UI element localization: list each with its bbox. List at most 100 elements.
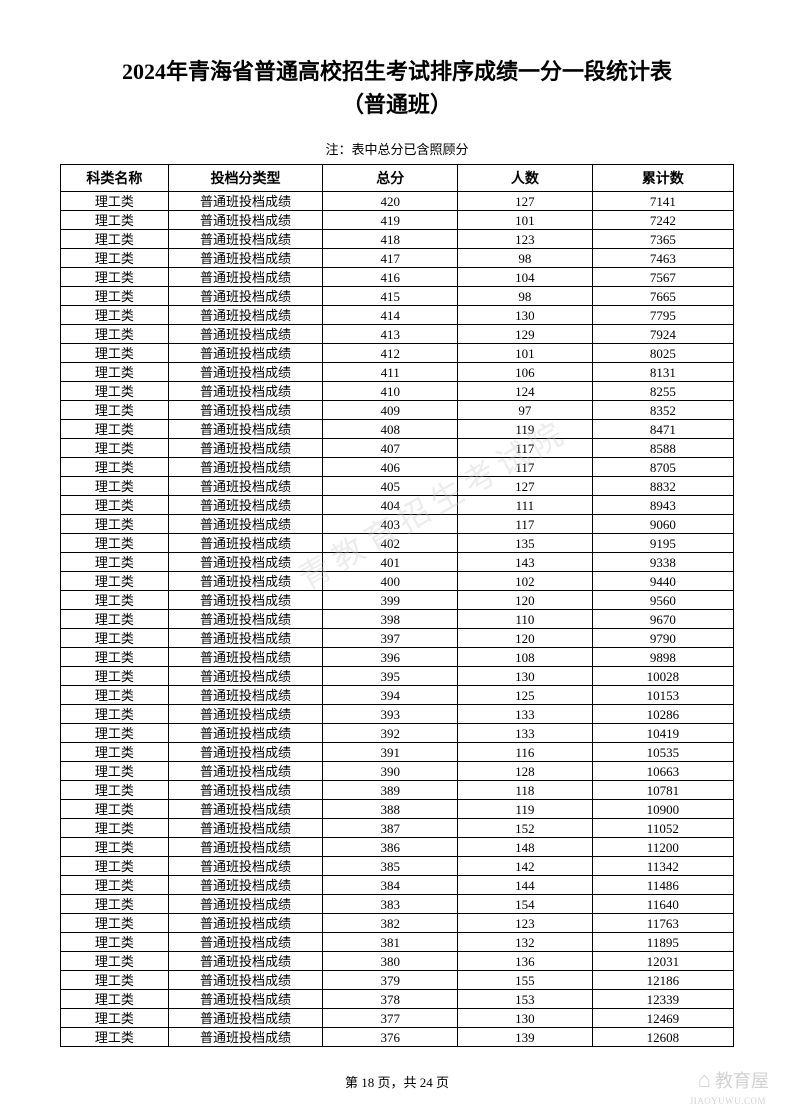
- cell-count: 144: [458, 876, 593, 895]
- cell-category: 理工类: [61, 876, 169, 895]
- cell-category: 理工类: [61, 268, 169, 287]
- cell-count: 98: [458, 249, 593, 268]
- cell-score: 420: [323, 192, 458, 211]
- cell-category: 理工类: [61, 363, 169, 382]
- cell-count: 143: [458, 553, 593, 572]
- cell-type: 普通班投档成绩: [168, 249, 323, 268]
- cell-score: 407: [323, 439, 458, 458]
- cell-type: 普通班投档成绩: [168, 591, 323, 610]
- table-row: 理工类普通班投档成绩4001029440: [61, 572, 734, 591]
- cell-category: 理工类: [61, 629, 169, 648]
- cell-count: 110: [458, 610, 593, 629]
- cell-score: 378: [323, 990, 458, 1009]
- table-row: 理工类普通班投档成绩4111068131: [61, 363, 734, 382]
- table-row: 理工类普通班投档成绩4081198471: [61, 420, 734, 439]
- cell-score: 398: [323, 610, 458, 629]
- cell-cumulative: 8471: [592, 420, 733, 439]
- cell-type: 普通班投档成绩: [168, 876, 323, 895]
- cell-count: 129: [458, 325, 593, 344]
- cell-count: 127: [458, 477, 593, 496]
- cell-score: 401: [323, 553, 458, 572]
- header-type: 投档分类型: [168, 165, 323, 192]
- cell-score: 403: [323, 515, 458, 534]
- cell-category: 理工类: [61, 230, 169, 249]
- cell-type: 普通班投档成绩: [168, 895, 323, 914]
- table-row: 理工类普通班投档成绩39412510153: [61, 686, 734, 705]
- cell-type: 普通班投档成绩: [168, 914, 323, 933]
- cell-cumulative: 7463: [592, 249, 733, 268]
- table-row: 理工类普通班投档成绩38614811200: [61, 838, 734, 857]
- watermark-logo: ⌂ 教育屋: [698, 1067, 769, 1093]
- cell-type: 普通班投档成绩: [168, 477, 323, 496]
- cell-score: 396: [323, 648, 458, 667]
- cell-type: 普通班投档成绩: [168, 724, 323, 743]
- cell-type: 普通班投档成绩: [168, 705, 323, 724]
- cell-category: 理工类: [61, 420, 169, 439]
- cell-category: 理工类: [61, 743, 169, 762]
- cell-type: 普通班投档成绩: [168, 1028, 323, 1047]
- cell-cumulative: 10900: [592, 800, 733, 819]
- table-row: 理工类普通班投档成绩37815312339: [61, 990, 734, 1009]
- cell-cumulative: 9670: [592, 610, 733, 629]
- cell-type: 普通班投档成绩: [168, 211, 323, 230]
- cell-type: 普通班投档成绩: [168, 420, 323, 439]
- header-count: 人数: [458, 165, 593, 192]
- cell-type: 普通班投档成绩: [168, 363, 323, 382]
- cell-cumulative: 9790: [592, 629, 733, 648]
- cell-count: 97: [458, 401, 593, 420]
- cell-type: 普通班投档成绩: [168, 762, 323, 781]
- table-row: 理工类普通班投档成绩39111610535: [61, 743, 734, 762]
- cell-score: 406: [323, 458, 458, 477]
- cell-cumulative: 12469: [592, 1009, 733, 1028]
- cell-cumulative: 7795: [592, 306, 733, 325]
- watermark-url: JIAOYUWU.COM: [690, 1096, 766, 1106]
- cell-score: 377: [323, 1009, 458, 1028]
- table-row: 理工类普通班投档成绩4181237365: [61, 230, 734, 249]
- cell-count: 120: [458, 591, 593, 610]
- cell-type: 普通班投档成绩: [168, 515, 323, 534]
- table-row: 理工类普通班投档成绩4071178588: [61, 439, 734, 458]
- cell-type: 普通班投档成绩: [168, 610, 323, 629]
- cell-type: 普通班投档成绩: [168, 667, 323, 686]
- cell-type: 普通班投档成绩: [168, 971, 323, 990]
- cell-cumulative: 12186: [592, 971, 733, 990]
- cell-cumulative: 10663: [592, 762, 733, 781]
- cell-cumulative: 8131: [592, 363, 733, 382]
- cell-type: 普通班投档成绩: [168, 648, 323, 667]
- cell-type: 普通班投档成绩: [168, 401, 323, 420]
- cell-cumulative: 7924: [592, 325, 733, 344]
- cell-cumulative: 9560: [592, 591, 733, 610]
- cell-score: 384: [323, 876, 458, 895]
- cell-count: 117: [458, 439, 593, 458]
- cell-cumulative: 11763: [592, 914, 733, 933]
- table-row: 理工类普通班投档成绩4191017242: [61, 211, 734, 230]
- cell-count: 130: [458, 1009, 593, 1028]
- cell-count: 130: [458, 306, 593, 325]
- cell-type: 普通班投档成绩: [168, 287, 323, 306]
- cell-type: 普通班投档成绩: [168, 743, 323, 762]
- table-body: 理工类普通班投档成绩4201277141理工类普通班投档成绩4191017242…: [61, 192, 734, 1047]
- cell-category: 理工类: [61, 306, 169, 325]
- cell-type: 普通班投档成绩: [168, 496, 323, 515]
- cell-score: 405: [323, 477, 458, 496]
- cell-cumulative: 7567: [592, 268, 733, 287]
- table-row: 理工类普通班投档成绩3991209560: [61, 591, 734, 610]
- cell-cumulative: 10781: [592, 781, 733, 800]
- table-row: 理工类普通班投档成绩3981109670: [61, 610, 734, 629]
- house-icon: ⌂: [698, 1067, 711, 1093]
- cell-count: 104: [458, 268, 593, 287]
- cell-score: 414: [323, 306, 458, 325]
- table-row: 理工类普通班投档成绩39313310286: [61, 705, 734, 724]
- cell-count: 111: [458, 496, 593, 515]
- cell-type: 普通班投档成绩: [168, 819, 323, 838]
- table-row: 理工类普通班投档成绩4021359195: [61, 534, 734, 553]
- cell-cumulative: 9440: [592, 572, 733, 591]
- table-row: 理工类普通班投档成绩4101248255: [61, 382, 734, 401]
- cell-category: 理工类: [61, 249, 169, 268]
- score-table: 科类名称 投档分类型 总分 人数 累计数 理工类普通班投档成绩420127714…: [60, 164, 734, 1047]
- cell-category: 理工类: [61, 686, 169, 705]
- cell-count: 139: [458, 1028, 593, 1047]
- cell-type: 普通班投档成绩: [168, 268, 323, 287]
- cell-score: 393: [323, 705, 458, 724]
- cell-count: 117: [458, 458, 593, 477]
